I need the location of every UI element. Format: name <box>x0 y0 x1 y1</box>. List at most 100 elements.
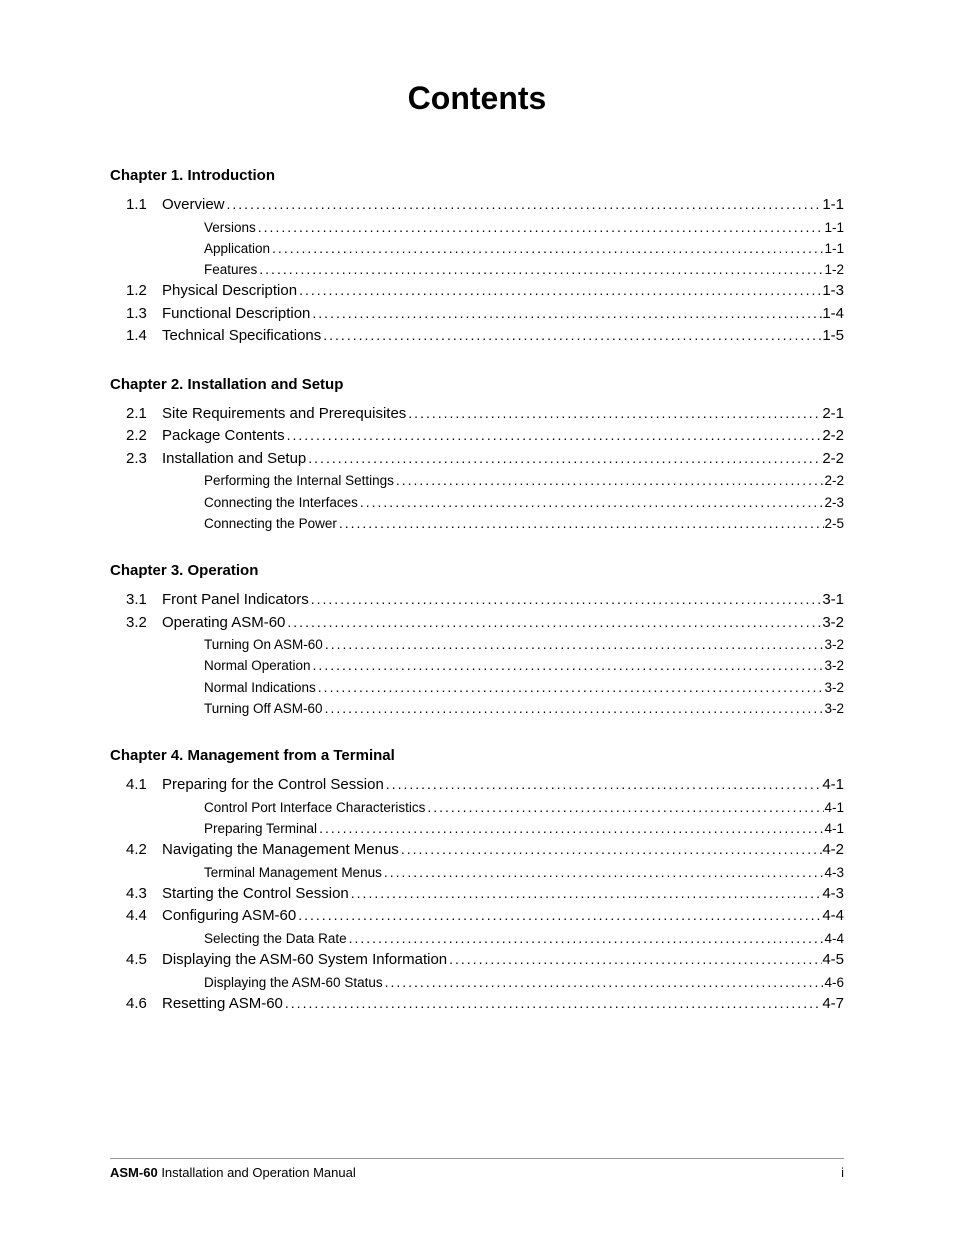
toc-page-ref: 4-4 <box>824 929 844 949</box>
toc-entry: Normal Operation........................… <box>110 655 844 676</box>
toc-leader-dots: ........................................… <box>309 589 823 610</box>
toc-label: Front Panel Indicators <box>162 589 309 612</box>
toc-label: Site Requirements and Prerequisites <box>162 403 406 426</box>
toc-label: Normal Operation <box>162 656 311 676</box>
toc-page-ref: 1-1 <box>824 239 844 259</box>
toc-page-ref: 4-5 <box>822 949 844 972</box>
toc-leader-dots: ........................................… <box>321 325 822 346</box>
toc-page-ref: 4-2 <box>822 839 844 862</box>
chapter-heading: Chapter 2. Installation and Setup <box>110 376 844 393</box>
toc-label: Control Port Interface Characteristics <box>162 798 425 818</box>
page-title: Contents <box>110 80 844 117</box>
toc-page-ref: 1-2 <box>824 260 844 280</box>
toc-leader-dots: ........................................… <box>399 839 823 860</box>
toc-page-ref: 3-2 <box>824 635 844 655</box>
toc-leader-dots: ........................................… <box>316 677 825 698</box>
document-page: Contents Chapter 1. Introduction 1.1Overv… <box>0 0 954 1235</box>
toc-leader-dots: ........................................… <box>285 425 823 446</box>
toc-section-number: 1.4 <box>110 325 162 348</box>
toc-section-number: 4.6 <box>110 993 162 1016</box>
toc-entry: 1.1Overview.............................… <box>110 194 844 217</box>
toc-entry: 1.2Physical Description.................… <box>110 280 844 303</box>
toc-label: Overview <box>162 194 225 217</box>
page-footer: ASM-60 Installation and Operation Manual… <box>110 1158 844 1180</box>
toc-page-ref: 1-4 <box>822 303 844 326</box>
toc-section-number: 3.2 <box>110 612 162 635</box>
toc-entry: 2.1Site Requirements and Prerequisites..… <box>110 403 844 426</box>
toc-label: Configuring ASM-60 <box>162 905 296 928</box>
toc-entry: Displaying the ASM-60 Status............… <box>110 972 844 993</box>
toc-label: Resetting ASM-60 <box>162 993 283 1016</box>
toc-leader-dots: ........................................… <box>317 818 824 839</box>
toc-entry: 2.2Package Contents.....................… <box>110 425 844 448</box>
toc-page-ref: 2-5 <box>824 514 844 534</box>
toc-page-ref: 4-1 <box>822 774 844 797</box>
toc-page-ref: 3-2 <box>824 678 844 698</box>
toc-section-number: 4.5 <box>110 949 162 972</box>
toc-label: Operating ASM-60 <box>162 612 285 635</box>
toc-page-ref: 4-1 <box>824 798 844 818</box>
toc-page-ref: 4-3 <box>822 883 844 906</box>
toc-label: Versions <box>162 218 256 238</box>
toc-label: Performing the Internal Settings <box>162 471 394 491</box>
toc-leader-dots: ........................................… <box>306 448 822 469</box>
toc-page-ref: 2-2 <box>822 448 844 471</box>
toc-entry: Terminal Management Menus...............… <box>110 862 844 883</box>
toc-section-number: 2.3 <box>110 448 162 471</box>
toc-section-number: 2.1 <box>110 403 162 426</box>
toc-section-number: 4.3 <box>110 883 162 906</box>
toc-section-number: 2.2 <box>110 425 162 448</box>
toc-entry: Versions................................… <box>110 217 844 238</box>
toc-page-ref: 4-1 <box>824 819 844 839</box>
toc-entry: 4.2Navigating the Management Menus......… <box>110 839 844 862</box>
chapter-heading: Chapter 4. Management from a Terminal <box>110 747 844 764</box>
toc-page-ref: 3-2 <box>822 612 844 635</box>
toc-leader-dots: ........................................… <box>311 655 825 676</box>
toc-leader-dots: ........................................… <box>337 513 825 534</box>
toc-leader-dots: ........................................… <box>382 862 825 883</box>
toc-leader-dots: ........................................… <box>425 797 824 818</box>
toc-section-number: 1.1 <box>110 194 162 217</box>
toc-entry: 4.5Displaying the ASM-60 System Informat… <box>110 949 844 972</box>
toc-leader-dots: ........................................… <box>285 612 822 633</box>
chapter-heading: Chapter 3. Operation <box>110 562 844 579</box>
toc-entry: Selecting the Data Rate.................… <box>110 928 844 949</box>
toc-leader-dots: ........................................… <box>283 993 822 1014</box>
toc-page-ref: 4-7 <box>822 993 844 1016</box>
toc-section-number: 1.3 <box>110 303 162 326</box>
toc-entry: 4.6Resetting ASM-60.....................… <box>110 993 844 1016</box>
toc-entry: Normal Indications......................… <box>110 677 844 698</box>
toc-label: Normal Indications <box>162 678 316 698</box>
toc-label: Navigating the Management Menus <box>162 839 399 862</box>
toc-section-number: 4.4 <box>110 905 162 928</box>
toc-page-ref: 4-6 <box>824 973 844 993</box>
toc-page-ref: 1-3 <box>822 280 844 303</box>
toc-label: Starting the Control Session <box>162 883 349 906</box>
toc-label: Features <box>162 260 257 280</box>
toc-entry: Connecting the Interfaces...............… <box>110 492 844 513</box>
toc-leader-dots: ........................................… <box>406 403 822 424</box>
toc-entry: Features................................… <box>110 259 844 280</box>
toc-page-ref: 3-1 <box>822 589 844 612</box>
toc-entry: Performing the Internal Settings........… <box>110 470 844 491</box>
footer-product: ASM-60 <box>110 1165 158 1180</box>
chapter-heading: Chapter 1. Introduction <box>110 167 844 184</box>
toc-page-ref: 3-2 <box>824 656 844 676</box>
toc-leader-dots: ........................................… <box>310 303 822 324</box>
toc-page-ref: 4-4 <box>822 905 844 928</box>
toc-page-ref: 2-1 <box>822 403 844 426</box>
toc-leader-dots: ........................................… <box>349 883 823 904</box>
toc-label: Connecting the Power <box>162 514 337 534</box>
toc-section-number: 4.1 <box>110 774 162 797</box>
toc-label: Connecting the Interfaces <box>162 493 358 513</box>
toc-entry: Connecting the Power....................… <box>110 513 844 534</box>
toc-page-ref: 1-1 <box>822 194 844 217</box>
toc-leader-dots: ........................................… <box>384 774 823 795</box>
toc-leader-dots: ........................................… <box>383 972 825 993</box>
toc-leader-dots: ........................................… <box>323 634 825 655</box>
toc-label: Physical Description <box>162 280 297 303</box>
toc-section-number: 1.2 <box>110 280 162 303</box>
toc-leader-dots: ........................................… <box>296 905 822 926</box>
toc-page-ref: 2-3 <box>824 493 844 513</box>
toc-label: Displaying the ASM-60 Status <box>162 973 383 993</box>
